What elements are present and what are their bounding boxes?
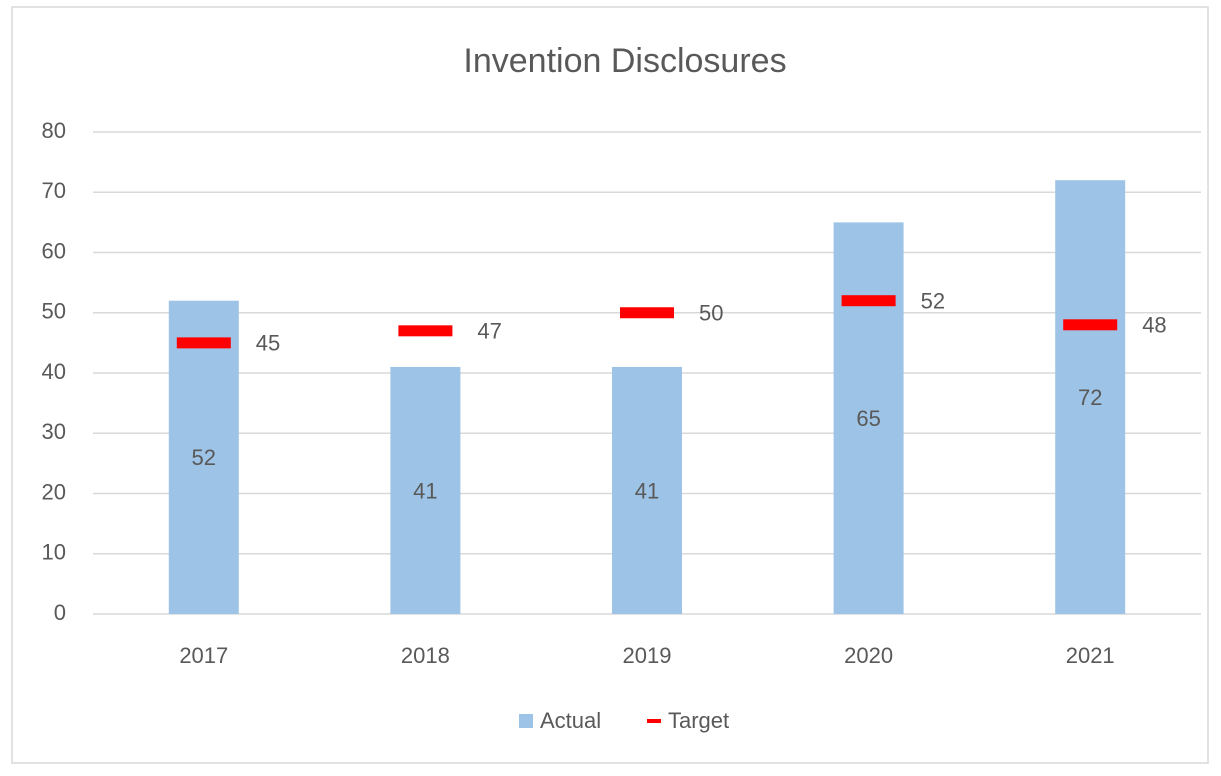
data-label: 48	[1142, 313, 1166, 338]
data-label: 47	[477, 319, 501, 344]
y-tick-label: 70	[42, 178, 66, 203]
x-tick-label: 2019	[623, 643, 672, 668]
y-tick-label: 50	[42, 299, 66, 324]
x-tick-label: 2018	[401, 643, 450, 668]
target-marker	[620, 307, 674, 319]
legend-swatch	[519, 714, 533, 728]
data-label: 52	[921, 289, 945, 314]
bar	[612, 366, 682, 614]
target-marker	[176, 337, 231, 349]
legend-swatch	[647, 719, 661, 723]
target-marker	[841, 295, 896, 307]
data-label: 72	[1078, 385, 1102, 410]
y-tick-label: 40	[42, 359, 66, 384]
data-label: 65	[856, 406, 880, 431]
bar	[168, 300, 239, 614]
x-tick-label: 2020	[844, 643, 893, 668]
y-tick-label: 0	[54, 600, 66, 625]
y-tick-label: 60	[42, 238, 66, 263]
target-marker	[398, 325, 453, 337]
data-label: 52	[192, 445, 216, 470]
y-tick-label: 20	[42, 479, 66, 504]
bar	[833, 222, 904, 614]
bar	[1055, 180, 1126, 614]
data-label: 41	[413, 478, 437, 503]
chart-title: Invention Disclosures	[463, 42, 786, 80]
data-label: 45	[256, 331, 280, 356]
legend-label: Target	[668, 708, 729, 733]
legend-label: Actual	[540, 708, 601, 733]
y-tick-label: 10	[42, 540, 66, 565]
data-label: 41	[635, 478, 659, 503]
x-tick-label: 2017	[179, 643, 228, 668]
x-tick-label: 2021	[1066, 643, 1115, 668]
data-label: 50	[699, 301, 723, 326]
target-marker	[1063, 319, 1118, 331]
y-tick-label: 80	[42, 118, 66, 143]
bar	[390, 366, 461, 614]
y-tick-label: 30	[42, 419, 66, 444]
